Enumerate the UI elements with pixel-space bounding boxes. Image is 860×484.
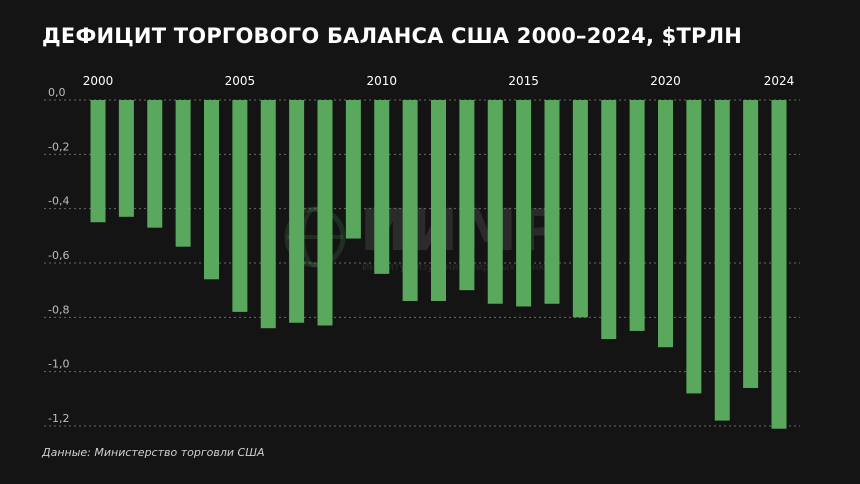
source-note: Данные: Министерство торговли США: [42, 446, 265, 459]
x-tick-label: 2020: [650, 74, 681, 88]
bar-2022: [714, 100, 730, 421]
bar-2002: [147, 100, 163, 228]
chart-title: ДЕФИЦИТ ТОРГОВОГО БАЛАНСА США 2000–2024,…: [42, 24, 742, 48]
y-tick-label: -0,2: [48, 140, 69, 153]
y-tick-label: -0,4: [48, 195, 69, 208]
y-tick-label: 0,0: [48, 86, 66, 99]
bar-2006: [260, 100, 276, 329]
bar-2015: [516, 100, 532, 307]
bar-2017: [572, 100, 588, 318]
y-tick-label: -0,8: [48, 303, 69, 316]
x-tick-label: 2005: [225, 74, 256, 88]
bar-2023: [743, 100, 759, 388]
y-tick-label: -1,2: [48, 412, 69, 425]
y-tick-label: -1,0: [48, 358, 69, 371]
bar-2010: [374, 100, 390, 274]
bar-2016: [544, 100, 560, 304]
bar-2008: [317, 100, 333, 326]
bar-2005: [232, 100, 248, 312]
bar-2009: [345, 100, 361, 239]
bar-2011: [402, 100, 418, 302]
x-tick-label: 2010: [366, 74, 397, 88]
bar-2018: [601, 100, 617, 340]
x-tick-label: 2024: [764, 74, 795, 88]
y-tick-label: -0,6: [48, 249, 69, 262]
bar-2024: [771, 100, 787, 429]
bar-2001: [118, 100, 134, 217]
bar-2020: [658, 100, 673, 348]
bar-2014: [487, 100, 503, 304]
bar-2021: [686, 100, 702, 394]
bar-2000: [90, 100, 106, 223]
x-tick-label: 2000: [83, 74, 114, 88]
bar-2003: [175, 100, 191, 247]
x-tick-label: 2015: [508, 74, 539, 88]
bar-2004: [204, 100, 219, 280]
bar-2019: [629, 100, 645, 331]
bar-2007: [289, 100, 305, 323]
bar-2013: [459, 100, 475, 291]
bar-2012: [431, 100, 446, 302]
